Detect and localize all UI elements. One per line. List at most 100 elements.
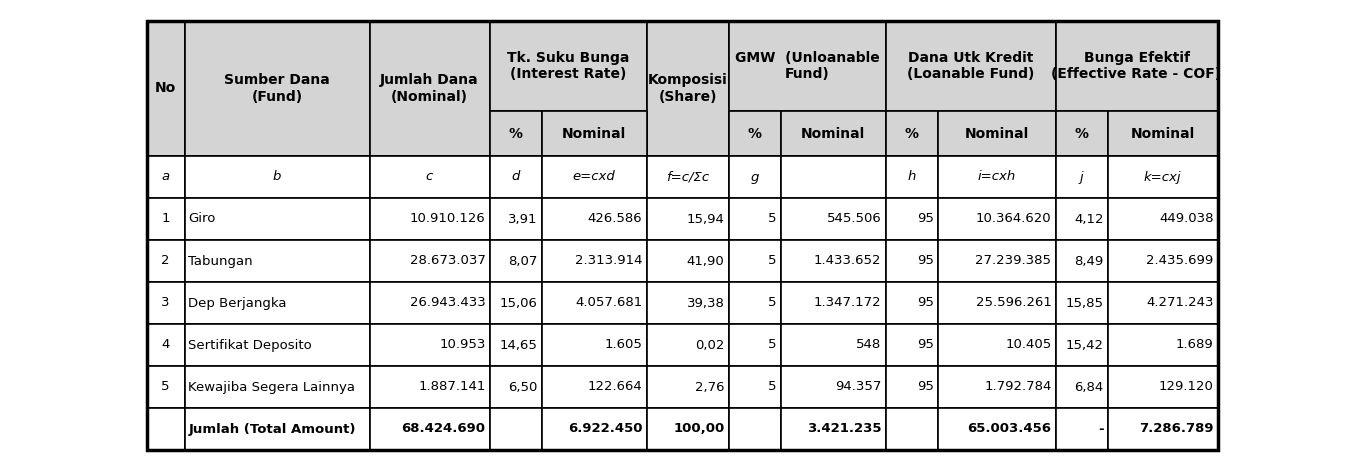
Bar	[542, 156, 647, 198]
Text: Nominal: Nominal	[562, 127, 626, 140]
Bar	[728, 366, 780, 408]
Bar	[885, 21, 1056, 111]
Bar	[542, 324, 647, 366]
Text: h: h	[907, 171, 915, 184]
Text: %: %	[1075, 127, 1088, 140]
Bar	[937, 111, 1056, 156]
Bar	[146, 324, 184, 366]
Text: 545.506: 545.506	[827, 212, 881, 226]
Bar	[780, 156, 885, 198]
Text: 5: 5	[161, 381, 169, 393]
Text: 4.057.681: 4.057.681	[576, 297, 642, 309]
Bar	[1108, 324, 1218, 366]
Bar	[490, 198, 542, 240]
Bar	[728, 240, 780, 282]
Text: 5: 5	[768, 212, 776, 226]
Text: 14,65: 14,65	[499, 339, 537, 351]
Text: 2: 2	[161, 254, 169, 268]
Text: 2.313.914: 2.313.914	[576, 254, 642, 268]
Bar	[184, 282, 370, 324]
Text: 0,02: 0,02	[696, 339, 724, 351]
Bar	[370, 198, 490, 240]
Bar	[647, 240, 728, 282]
Text: f=c/Σc: f=c/Σc	[666, 171, 709, 184]
Bar	[490, 240, 542, 282]
Text: c: c	[426, 171, 434, 184]
Bar	[490, 408, 542, 450]
Text: Nominal: Nominal	[1131, 127, 1195, 140]
Text: k=cxj: k=cxj	[1144, 171, 1181, 184]
Text: 2,76: 2,76	[696, 381, 724, 393]
Text: Kewajiba Segera Lainnya: Kewajiba Segera Lainnya	[188, 381, 356, 393]
Text: 7.286.789: 7.286.789	[1139, 422, 1214, 436]
Bar	[370, 21, 490, 156]
Bar	[370, 366, 490, 408]
Bar	[184, 324, 370, 366]
Text: d: d	[512, 171, 520, 184]
Bar	[146, 198, 184, 240]
Text: 95: 95	[917, 212, 933, 226]
Text: 122.664: 122.664	[588, 381, 642, 393]
Text: Sumber Dana
(Fund): Sumber Dana (Fund)	[224, 73, 330, 104]
Bar	[542, 198, 647, 240]
Text: 4: 4	[161, 339, 169, 351]
Bar	[542, 366, 647, 408]
Bar	[370, 156, 490, 198]
Bar	[1108, 408, 1218, 450]
Text: Jumlah (Total Amount): Jumlah (Total Amount)	[188, 422, 356, 436]
Text: Nominal: Nominal	[964, 127, 1028, 140]
Text: 1.433.652: 1.433.652	[814, 254, 881, 268]
Bar	[780, 408, 885, 450]
Bar	[937, 366, 1056, 408]
Bar	[728, 21, 885, 111]
Text: 15,94: 15,94	[686, 212, 724, 226]
Bar	[490, 111, 542, 156]
Text: 6,50: 6,50	[509, 381, 537, 393]
Text: 95: 95	[917, 254, 933, 268]
Bar	[885, 324, 937, 366]
Bar	[728, 282, 780, 324]
Bar	[542, 240, 647, 282]
Text: GMW  (Unloanable
Fund): GMW (Unloanable Fund)	[735, 51, 880, 81]
Bar	[184, 240, 370, 282]
Text: Jumlah Dana
(Nominal): Jumlah Dana (Nominal)	[381, 73, 479, 104]
Bar	[885, 198, 937, 240]
Bar	[370, 324, 490, 366]
Bar	[184, 366, 370, 408]
Text: Sertifikat Deposito: Sertifikat Deposito	[188, 339, 312, 351]
Text: 4,12: 4,12	[1073, 212, 1103, 226]
Bar	[780, 324, 885, 366]
Text: 3: 3	[161, 297, 169, 309]
Text: e=cxd: e=cxd	[573, 171, 615, 184]
Bar	[146, 408, 184, 450]
Text: 25.596.261: 25.596.261	[975, 297, 1052, 309]
Text: 15,06: 15,06	[499, 297, 537, 309]
Bar	[490, 324, 542, 366]
Text: 94.357: 94.357	[835, 381, 881, 393]
Bar	[885, 156, 937, 198]
Text: 5: 5	[768, 297, 776, 309]
Text: 95: 95	[917, 339, 933, 351]
Text: 1.605: 1.605	[604, 339, 642, 351]
Bar	[937, 156, 1056, 198]
Text: 68.424.690: 68.424.690	[401, 422, 486, 436]
Bar	[370, 408, 490, 450]
Text: %: %	[904, 127, 918, 140]
Bar	[146, 366, 184, 408]
Bar	[184, 156, 370, 198]
Text: Bunga Efektif
(Effective Rate - COF): Bunga Efektif (Effective Rate - COF)	[1052, 51, 1222, 81]
Bar	[885, 240, 937, 282]
Bar	[1108, 282, 1218, 324]
Bar	[1108, 198, 1218, 240]
Bar	[937, 198, 1056, 240]
Text: 129.120: 129.120	[1158, 381, 1214, 393]
Bar	[184, 21, 370, 156]
Bar	[728, 111, 780, 156]
Text: 3,91: 3,91	[507, 212, 537, 226]
Text: 2.435.699: 2.435.699	[1146, 254, 1214, 268]
Text: 100,00: 100,00	[674, 422, 724, 436]
Bar	[1056, 240, 1108, 282]
Text: 8,49: 8,49	[1075, 254, 1103, 268]
Text: 28.673.037: 28.673.037	[409, 254, 486, 268]
Text: 1.347.172: 1.347.172	[814, 297, 881, 309]
